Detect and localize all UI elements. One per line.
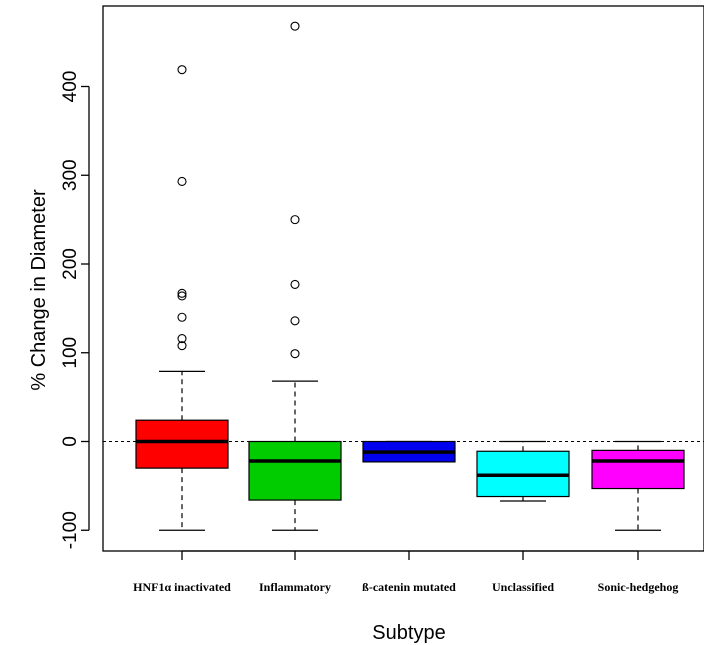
outlier-point [177, 176, 187, 187]
outlier-point [177, 65, 187, 75]
outlier-point [177, 341, 187, 351]
outlier-point [177, 333, 187, 344]
iqr-box [135, 419, 229, 469]
x-tick-label: Sonic-hedgehog [598, 580, 679, 594]
outlier-point [177, 312, 187, 322]
box-5 [591, 440, 685, 531]
outlier-point [290, 21, 300, 31]
box-2 [248, 21, 342, 531]
y-axis: -100 0 100 200 300 400 [60, 71, 90, 549]
y-tick-label: 200 [60, 248, 81, 280]
x-axis-title: Subtype [372, 622, 445, 644]
iqr-box [248, 440, 342, 501]
box-3 [362, 440, 456, 463]
outlier-point [290, 279, 300, 289]
y-axis-title: % Change in Diameter [28, 189, 50, 391]
outlier-point [290, 349, 300, 359]
outlier-point [290, 316, 300, 326]
y-tick-label: -100 [60, 511, 81, 549]
boxes [135, 21, 685, 531]
x-tick-label: Unclassified [492, 580, 554, 594]
iqr-box [591, 449, 685, 490]
box-1 [135, 65, 229, 531]
outlier-point [177, 291, 187, 301]
y-tick-label: 100 [60, 337, 81, 369]
x-tick-label: Inflammatory [259, 580, 331, 594]
outlier-point [290, 215, 300, 225]
x-axis: HNF1α inactivated Inflammatory ß-catenin m… [133, 550, 679, 594]
y-tick-label: 400 [60, 71, 81, 103]
box-4 [476, 440, 570, 502]
x-tick-label: ß-catenin mutated [362, 580, 456, 594]
x-tick-label: HNF1α inactivated [133, 580, 231, 594]
y-tick-label: 0 [60, 436, 81, 447]
outlier-point [177, 288, 187, 298]
y-tick-label: 300 [60, 159, 81, 191]
